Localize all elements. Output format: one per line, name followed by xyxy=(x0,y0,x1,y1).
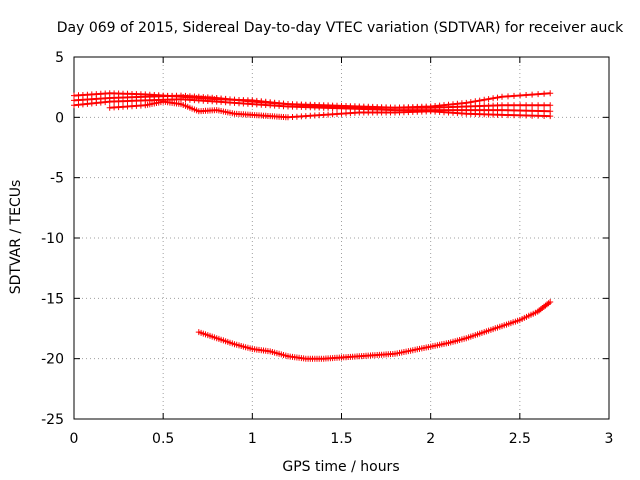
data-point xyxy=(529,112,536,119)
data-point xyxy=(529,102,536,109)
x-axis-label: GPS time / hours xyxy=(282,459,399,475)
data-point xyxy=(481,96,488,103)
y-tick-label: 5 xyxy=(55,50,64,66)
y-ticks: -25 -20 -15 -10 -5 0 5 xyxy=(41,50,609,428)
data-point xyxy=(523,112,530,119)
x-tick-label: 1 xyxy=(248,431,257,447)
data-point xyxy=(547,113,554,120)
data-point xyxy=(511,102,517,109)
data-point xyxy=(541,90,548,97)
data-point xyxy=(547,102,554,109)
data-point xyxy=(535,112,542,119)
data-point xyxy=(499,93,505,100)
data-point xyxy=(511,92,517,99)
data-point xyxy=(490,95,497,102)
series-sat-e xyxy=(195,299,554,362)
data-point xyxy=(511,112,517,119)
x-tick-label: 3 xyxy=(605,431,614,447)
data-point xyxy=(517,112,524,119)
data-point xyxy=(517,102,524,109)
y-tick-label: -20 xyxy=(41,352,64,368)
x-ticks: 0 0.5 1 1.5 2 2.5 3 xyxy=(70,57,614,447)
data-marks xyxy=(71,90,554,362)
series-sat-d xyxy=(106,98,554,121)
data-point xyxy=(476,97,483,104)
data-point xyxy=(541,102,548,109)
y-axis-label: SDTVAR / TECUs xyxy=(8,180,24,295)
y-tick-label: 0 xyxy=(55,110,64,126)
data-point xyxy=(535,102,542,109)
data-point xyxy=(505,93,511,100)
data-point xyxy=(499,111,505,118)
x-tick-label: 2.5 xyxy=(509,431,531,447)
chart-title: Day 069 of 2015, Sidereal Day-to-day VTE… xyxy=(57,20,624,36)
data-point xyxy=(523,92,530,98)
data-point xyxy=(535,91,542,98)
data-point xyxy=(485,96,492,103)
data-point xyxy=(523,102,530,109)
y-tick-label: -15 xyxy=(41,291,64,307)
data-point xyxy=(494,94,501,101)
x-tick-label: 0.5 xyxy=(152,431,174,447)
data-point xyxy=(529,91,536,98)
x-tick-label: 1.5 xyxy=(330,431,352,447)
x-tick-label: 0 xyxy=(70,431,79,447)
y-tick-label: -10 xyxy=(41,231,64,247)
data-point xyxy=(547,299,554,305)
data-point xyxy=(505,112,511,119)
y-tick-label: -25 xyxy=(41,412,64,428)
data-point xyxy=(547,90,554,97)
y-tick-label: -5 xyxy=(50,171,64,187)
x-tick-label: 2 xyxy=(426,431,435,447)
data-point xyxy=(517,92,524,99)
data-point xyxy=(541,113,548,119)
